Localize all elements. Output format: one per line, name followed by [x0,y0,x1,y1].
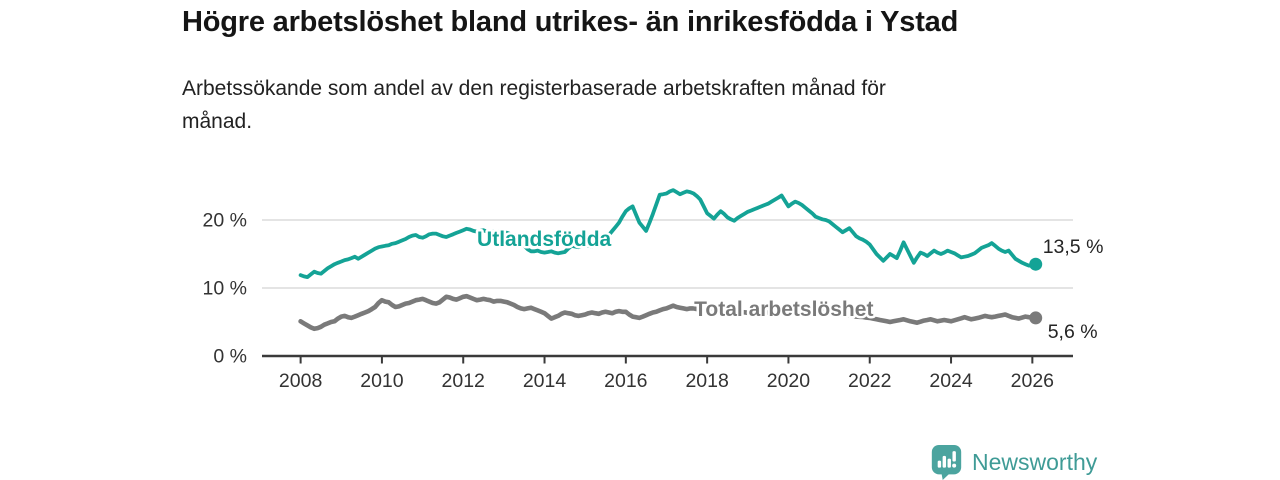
series-end-value-total-arbetsloshet: 5,6 % [1048,321,1098,343]
x-axis-tick-label-2012: 2012 [442,370,485,392]
x-axis-tick-label-2022: 2022 [848,370,891,392]
y-axis-label-10: 10 % [203,278,247,300]
series-end-dot-utlandsfodda [1029,257,1043,271]
chart-subtitle: Arbetssökande som andel av den registerb… [182,77,886,133]
series-end-dot-total-arbetsloshet [1029,311,1043,325]
x-axis-tick-label-2026: 2026 [1011,370,1054,392]
x-axis-tick-label-2014: 2014 [523,370,567,392]
y-axis-label-20: 20 % [203,210,247,232]
series-inline-label-total-arbetsloshet: Total arbetslöshet [694,298,873,321]
x-axis-tick-label-2010: 2010 [360,370,404,392]
page-title: Högre arbetslöshet bland utrikes- än inr… [182,6,959,38]
x-axis-tick-label-2008: 2008 [279,370,322,392]
y-axis-label-0: 0 % [213,346,247,368]
x-axis-tick-label-2020: 2020 [767,370,811,392]
newsworthy-logo-icon [931,444,962,480]
series-end-value-utlandsfodda: 13,5 % [1043,236,1104,258]
series-line-utlandsfodda [298,188,1038,280]
newsworthy-brand-text: Newsworthy [972,448,1098,475]
x-axis-tick-label-2024: 2024 [929,370,973,392]
series-line-total-arbetsloshet [298,293,1038,332]
newsworthy-branding: Newsworthy [930,444,1097,480]
x-axis-tick-label-2016: 2016 [604,370,647,392]
series-inline-label-utlandsfodda: Utlandsfödda [477,228,611,251]
x-axis-tick-label-2018: 2018 [685,370,728,392]
